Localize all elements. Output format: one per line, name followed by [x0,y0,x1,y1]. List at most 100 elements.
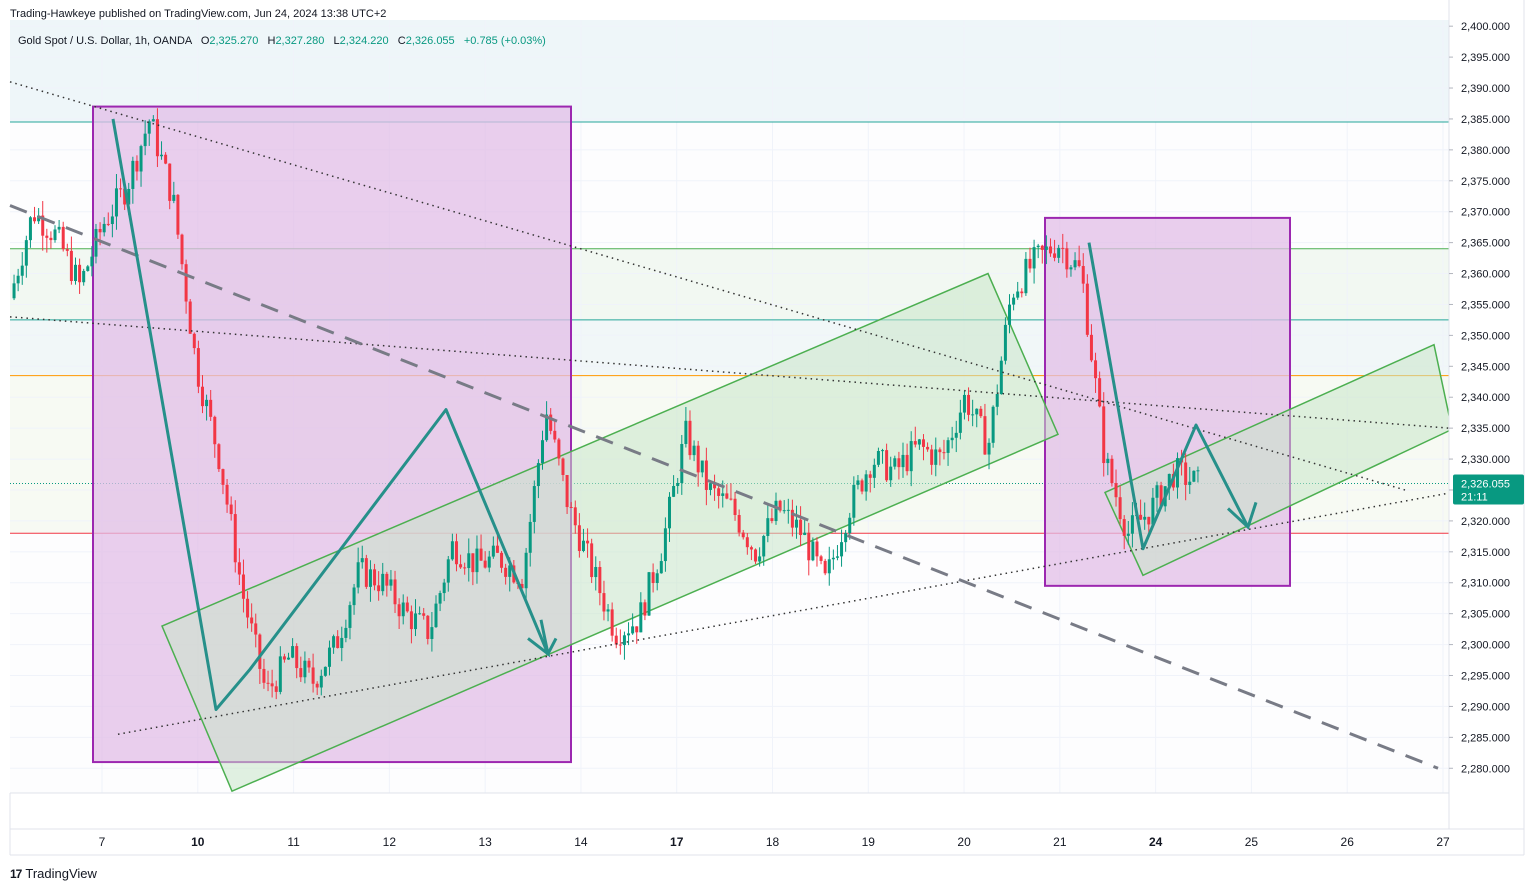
candle-body [971,414,975,416]
candle-body [840,542,844,557]
symbol-title: Gold Spot / U.S. Dollar, 1h, OANDA [18,35,192,47]
candle-body [827,559,831,574]
candle-body [291,646,295,658]
candle-body [82,270,86,283]
wave-path-right [1087,242,1250,551]
candle-body [708,483,712,490]
dashed-trendline [9,204,1439,770]
candle-body [1065,248,1069,270]
candle-body [557,439,561,459]
candle-body [524,552,528,589]
candle-body [598,566,602,594]
candle-body [1028,258,1032,269]
candle-body [1110,458,1114,484]
candle-body [704,460,708,490]
candle-body [545,414,549,441]
candle-body [1114,483,1118,498]
time-tick-label: 21 [1053,835,1067,849]
candle-body [102,223,106,233]
candle-body [1139,514,1143,520]
candle-body [692,445,696,456]
candle-body [590,543,594,578]
candle-body [1085,283,1089,335]
candle-body [217,444,221,470]
candle-body [741,532,745,538]
time-tick-label: 27 [1436,835,1450,849]
candle-body [160,154,164,157]
candle-body [790,509,794,528]
candle-body [1024,258,1028,294]
candle-body [1032,247,1036,269]
candle-body [360,558,364,563]
candle-body [274,686,278,692]
dotted-trendline-middle [9,316,1450,429]
zone-band [10,20,1449,123]
candle-body [876,450,880,465]
candle-body [610,609,614,636]
candle-body [106,223,110,225]
candle-body [500,552,504,568]
candle-body [364,558,368,587]
price-tick-label: 2,310.000 [1461,578,1510,590]
candle-body [549,414,553,431]
candle-body [868,474,872,478]
candle-body [266,682,270,684]
candle-body [250,617,254,624]
time-tick-label: 14 [574,835,588,849]
candle-body [299,668,303,678]
wave-path-left [111,118,558,712]
candle-body [729,498,733,500]
open-label: O [200,35,210,47]
bar-countdown-label: 21:11 [1461,491,1488,503]
candle-body [475,548,479,573]
candle-body [835,556,839,558]
candle-body [471,553,475,573]
candle-body [278,656,282,692]
candle-body [233,514,237,563]
candle-body [368,569,372,587]
low-label: L [333,35,340,47]
candle-body [663,528,667,562]
candle-body [618,644,622,646]
candle-body [532,486,536,522]
candle-body [962,394,966,413]
candle-body [24,240,28,266]
candle-body [1192,470,1196,482]
candle-body [983,416,987,455]
high-value: 2,327.280 [275,35,325,47]
candle-body [69,250,73,281]
price-tick-label: 2,370.000 [1461,207,1510,219]
candle-body [782,510,786,512]
time-tick-label: 13 [478,835,492,849]
candle-body [311,667,315,684]
candle-body [901,454,905,468]
candle-body [991,406,995,443]
candle-body [967,394,971,415]
candle-body [381,573,385,592]
candle-body [184,264,188,302]
candle-body [561,458,565,475]
tradingview-brand[interactable]: 17 TradingView [10,866,97,881]
price-tick-label: 2,345.000 [1461,361,1510,373]
arrow-head-left [527,619,551,658]
candle-body [1053,253,1057,258]
candle-body [721,493,725,496]
candle-body [463,567,467,569]
candle-body [770,518,774,522]
candle-body [438,593,442,604]
price-tick-label: 2,400.000 [1461,21,1510,33]
change-value: +0.785 (+0.03%) [463,35,546,47]
candle-body [172,194,176,201]
candle-body [1057,247,1061,258]
candle-body [414,613,418,630]
candle-body [672,486,676,497]
candle-body [442,582,446,594]
candle-body [606,609,610,612]
candle-body [213,416,217,445]
candle-body [196,348,200,387]
candle-body [319,675,323,688]
candle-body [446,559,450,583]
candle-body [225,484,229,505]
candle-body [504,567,508,577]
